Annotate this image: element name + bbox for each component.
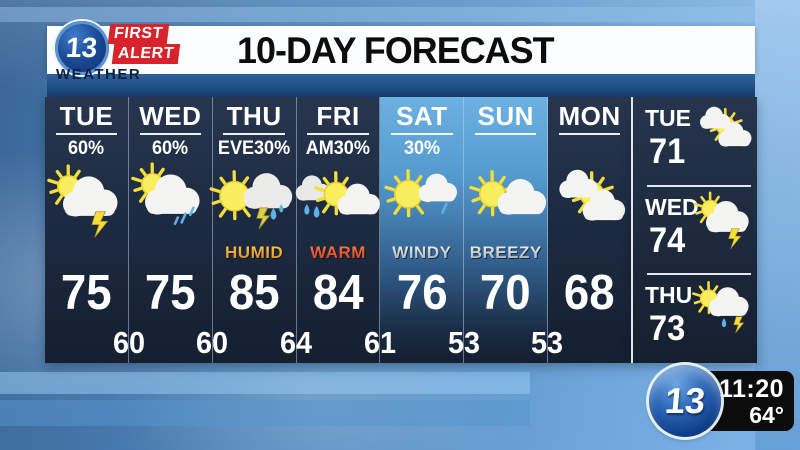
forecast-day-column: TUE 60% 75 [45, 97, 129, 363]
condition-label: BREEZY [470, 242, 542, 265]
station-logo: 13 FIRST ALERT WEATHER [55, 20, 217, 86]
rain-cloud-sun-cloud-icon [295, 162, 380, 242]
sun-cloud-lightning-icon [692, 191, 756, 255]
day-underline [475, 132, 537, 135]
logo-alert-label: ALERT [111, 44, 181, 64]
title-bar: 10-DAY FORECAST [47, 26, 755, 74]
sky-band-bottom-2 [0, 400, 530, 426]
extended-forecast-panel: TUE 71 WED 74 THU 73 [631, 97, 757, 363]
overnight-low: 53 [447, 325, 480, 360]
cloud-sun-cloud-icon [548, 162, 631, 242]
day-underline [223, 132, 285, 135]
extended-day-label: TUE [645, 105, 691, 131]
high-temp: 68 [564, 265, 615, 320]
sky-band-top [0, 7, 800, 22]
high-temp: 75 [144, 265, 196, 320]
sun-cloud-rain-icon [129, 162, 212, 242]
day-underline [391, 132, 453, 135]
extended-high-temp: 71 [649, 132, 686, 171]
day-label: SAT [396, 101, 448, 131]
station-13-icon: 13 [55, 21, 109, 75]
high-temp: 76 [396, 265, 448, 320]
condition-label: WINDY [392, 242, 451, 265]
station-bug-icon: 13 [649, 365, 721, 437]
sun-cloud-rain-lightning-icon [692, 279, 756, 343]
bug-station-number: 13 [663, 380, 707, 421]
overnight-low: 61 [363, 325, 396, 360]
title-underline-strip [47, 74, 755, 97]
extended-day-row: THU 73 [633, 273, 757, 363]
sky-band-bottom-1 [0, 372, 530, 394]
page-title: 10-DAY FORECAST [237, 30, 554, 71]
extended-high-temp: 73 [649, 309, 686, 349]
sun-storm-cloud-icon [209, 162, 296, 242]
extended-day-row: WED 74 [633, 184, 757, 275]
extended-day-row: TUE 71 [633, 97, 757, 186]
day-label: THU [226, 101, 282, 131]
overnight-low: 60 [112, 325, 145, 360]
forecast-day-column: SAT 30% WINDY 76 [380, 97, 465, 363]
precip-chance: EVE30% [218, 137, 291, 159]
overnight-low: 53 [531, 325, 564, 360]
forecast-day-column: THU EVE30% HUMID 85 [209, 97, 297, 363]
day-label: WED [139, 101, 202, 131]
forecast-day-column: SUN BREEZY 70 [464, 97, 549, 363]
extended-high-temp: 74 [649, 220, 686, 260]
forecast-day-column: FRI AM30% WARM 84 [295, 97, 381, 363]
extended-day-label: THU [645, 282, 693, 309]
current-time: 11:20 [718, 375, 784, 403]
overnight-low: 64 [280, 325, 313, 360]
day-label: SUN [477, 101, 534, 131]
precip-chance: 60% [68, 137, 105, 159]
forecast-day-column: WED 60% 75 [128, 97, 213, 363]
high-temp: 85 [228, 265, 280, 320]
day-underline [139, 132, 201, 135]
forecast-board: TUE 60% 75 WED 60% 75 THU EVE30% HUMID 8… [45, 97, 632, 363]
day-underline [558, 132, 621, 135]
overnight-lows-row: 60 60 64 61 53 53 [45, 324, 631, 363]
sun-cloud-shower-icon [380, 162, 463, 242]
high-temp: 70 [480, 265, 532, 320]
overnight-low: 60 [196, 325, 229, 360]
logo-weather-label: WEATHER [56, 66, 142, 83]
condition-label: WARM [310, 242, 366, 265]
current-temp: 64° [749, 402, 784, 428]
sun-cloud-icon [464, 162, 547, 242]
precip-chance: 30% [403, 137, 440, 159]
day-underline [55, 132, 118, 135]
forecast-day-column: MON 68 [548, 97, 632, 363]
extended-day-label: WED [645, 193, 699, 220]
high-temp: 75 [61, 265, 112, 320]
logo-first-label: FIRST [107, 24, 169, 44]
condition-label: HUMID [225, 242, 283, 265]
day-label: MON [558, 101, 621, 131]
logo-station-number: 13 [65, 32, 99, 63]
precip-chance: AM30% [305, 137, 371, 159]
day-label: TUE [59, 101, 114, 131]
cloud-sun-cloud-icon [692, 102, 756, 166]
precip-chance: 60% [152, 137, 189, 159]
high-temp: 84 [312, 265, 364, 320]
day-label: FRI [316, 101, 360, 131]
day-underline [307, 132, 369, 135]
sun-cloud-lightning-icon [45, 162, 128, 242]
